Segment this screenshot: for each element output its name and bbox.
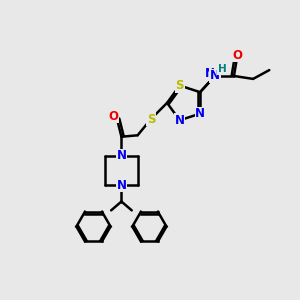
Text: N: N	[195, 107, 205, 120]
Text: S: S	[147, 112, 155, 126]
Text: N: N	[205, 68, 215, 80]
Text: N: N	[116, 149, 126, 162]
Text: O: O	[109, 110, 118, 123]
Text: N: N	[175, 114, 185, 127]
Text: N: N	[116, 179, 126, 192]
Text: O: O	[232, 49, 242, 62]
Text: H: H	[212, 70, 221, 80]
Text: N: N	[210, 70, 220, 83]
Text: H: H	[218, 64, 226, 74]
Text: S: S	[176, 79, 184, 92]
